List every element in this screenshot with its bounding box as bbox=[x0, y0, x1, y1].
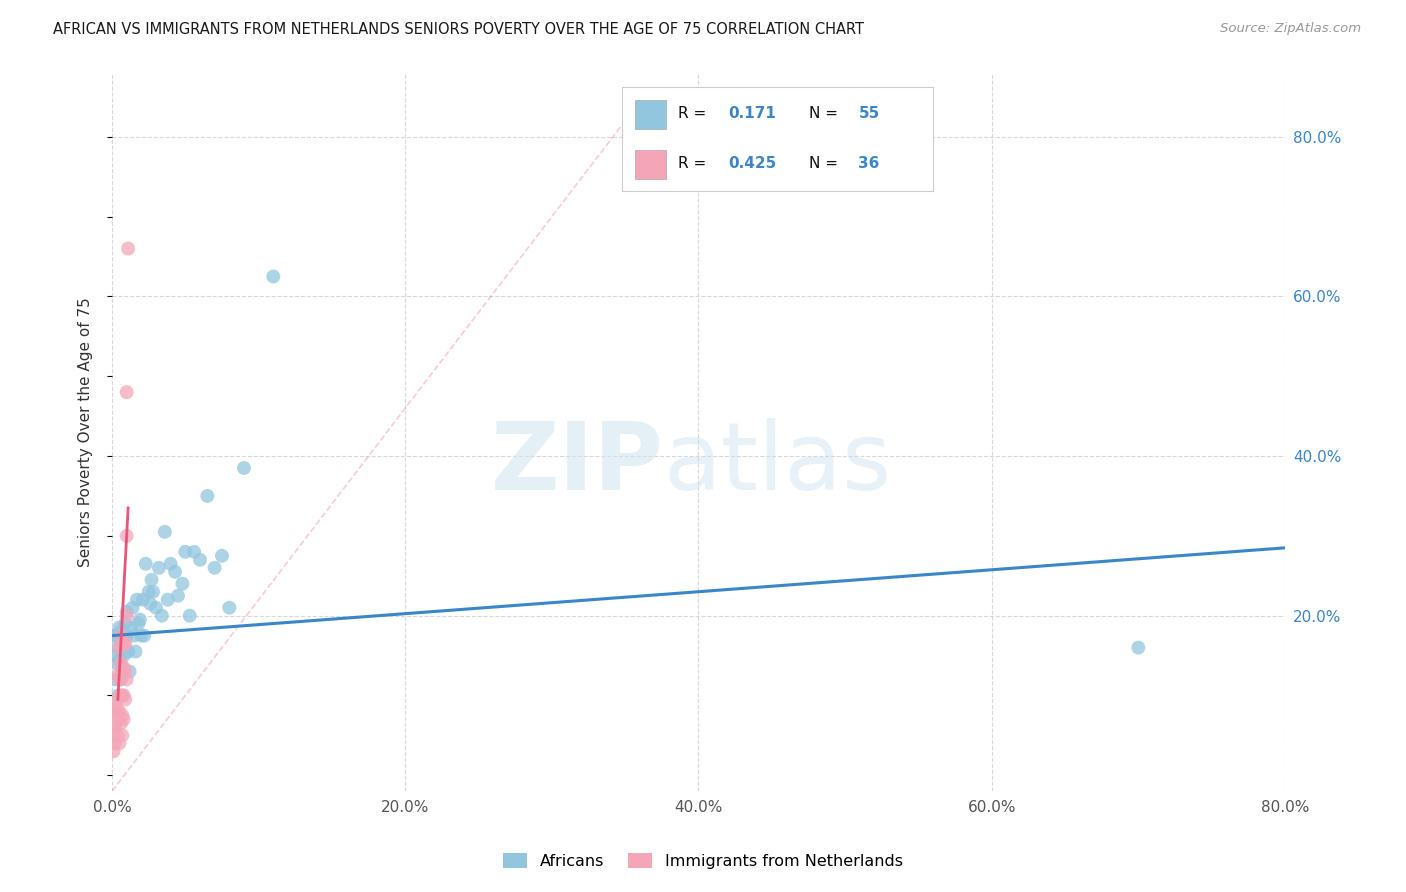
Text: Source: ZipAtlas.com: Source: ZipAtlas.com bbox=[1220, 22, 1361, 36]
Point bbox=[167, 589, 190, 603]
Point bbox=[111, 689, 134, 703]
Point bbox=[105, 716, 128, 731]
Point bbox=[122, 629, 145, 643]
Point bbox=[115, 605, 138, 619]
Point bbox=[218, 600, 240, 615]
Point bbox=[134, 629, 156, 643]
Point bbox=[107, 668, 129, 682]
Point bbox=[112, 713, 135, 727]
Point bbox=[124, 644, 146, 658]
Point bbox=[121, 600, 143, 615]
Point bbox=[138, 584, 160, 599]
Point bbox=[145, 600, 167, 615]
Point bbox=[131, 629, 153, 643]
Point bbox=[159, 557, 181, 571]
Point bbox=[195, 489, 218, 503]
Point bbox=[110, 657, 132, 671]
Point bbox=[112, 637, 135, 651]
Point bbox=[120, 621, 142, 635]
Point bbox=[118, 665, 141, 679]
Point bbox=[114, 616, 136, 631]
Point bbox=[104, 720, 127, 734]
Point bbox=[107, 689, 129, 703]
Point bbox=[111, 637, 134, 651]
Point bbox=[108, 673, 131, 687]
Point bbox=[233, 461, 256, 475]
Point bbox=[108, 736, 131, 750]
Point bbox=[156, 592, 179, 607]
Point bbox=[112, 660, 135, 674]
Legend: Africans, Immigrants from Netherlands: Africans, Immigrants from Netherlands bbox=[496, 847, 910, 875]
Point bbox=[117, 242, 139, 256]
Point bbox=[105, 692, 128, 706]
Point bbox=[142, 584, 165, 599]
Point bbox=[115, 608, 138, 623]
Point bbox=[107, 640, 129, 655]
Point bbox=[110, 673, 132, 687]
Point bbox=[103, 728, 125, 742]
Text: ZIP: ZIP bbox=[491, 418, 664, 510]
Point bbox=[105, 700, 128, 714]
Point bbox=[1128, 640, 1150, 655]
Point bbox=[112, 648, 135, 663]
Point bbox=[117, 644, 139, 658]
Point bbox=[104, 705, 127, 719]
Point bbox=[125, 592, 148, 607]
Point bbox=[179, 608, 201, 623]
Text: atlas: atlas bbox=[664, 418, 891, 510]
Point bbox=[112, 689, 135, 703]
Point bbox=[141, 573, 163, 587]
Point bbox=[148, 561, 170, 575]
Point bbox=[111, 665, 134, 679]
Point bbox=[115, 629, 138, 643]
Point bbox=[115, 673, 138, 687]
Point bbox=[132, 592, 155, 607]
Point bbox=[110, 689, 132, 703]
Point bbox=[111, 708, 134, 723]
Point bbox=[114, 637, 136, 651]
Point bbox=[111, 637, 134, 651]
Point bbox=[103, 629, 125, 643]
Point bbox=[114, 692, 136, 706]
Point bbox=[110, 716, 132, 731]
Point bbox=[150, 608, 173, 623]
Point bbox=[104, 648, 127, 663]
Point bbox=[114, 665, 136, 679]
Point bbox=[108, 705, 131, 719]
Point bbox=[108, 640, 131, 655]
Point bbox=[105, 657, 128, 671]
Point bbox=[262, 269, 284, 284]
Point bbox=[139, 597, 162, 611]
Point bbox=[111, 660, 134, 674]
Y-axis label: Seniors Poverty Over the Age of 75: Seniors Poverty Over the Age of 75 bbox=[79, 297, 93, 567]
Point bbox=[128, 613, 150, 627]
Point bbox=[110, 624, 132, 639]
Point bbox=[110, 629, 132, 643]
Point bbox=[103, 744, 125, 758]
Point bbox=[112, 629, 135, 643]
Point bbox=[108, 652, 131, 666]
Point bbox=[105, 629, 128, 643]
Point bbox=[153, 524, 176, 539]
Point bbox=[104, 673, 127, 687]
Point bbox=[165, 565, 187, 579]
Point bbox=[111, 728, 134, 742]
Point bbox=[104, 736, 127, 750]
Point bbox=[204, 561, 226, 575]
Point bbox=[115, 385, 138, 400]
Point bbox=[135, 557, 157, 571]
Point bbox=[188, 553, 211, 567]
Point bbox=[183, 545, 205, 559]
Point bbox=[174, 545, 197, 559]
Point bbox=[107, 708, 129, 723]
Point bbox=[172, 576, 194, 591]
Point bbox=[107, 728, 129, 742]
Point bbox=[127, 616, 149, 631]
Point bbox=[115, 529, 138, 543]
Point bbox=[108, 621, 131, 635]
Point bbox=[211, 549, 233, 563]
Text: AFRICAN VS IMMIGRANTS FROM NETHERLANDS SENIORS POVERTY OVER THE AGE OF 75 CORREL: AFRICAN VS IMMIGRANTS FROM NETHERLANDS S… bbox=[53, 22, 865, 37]
